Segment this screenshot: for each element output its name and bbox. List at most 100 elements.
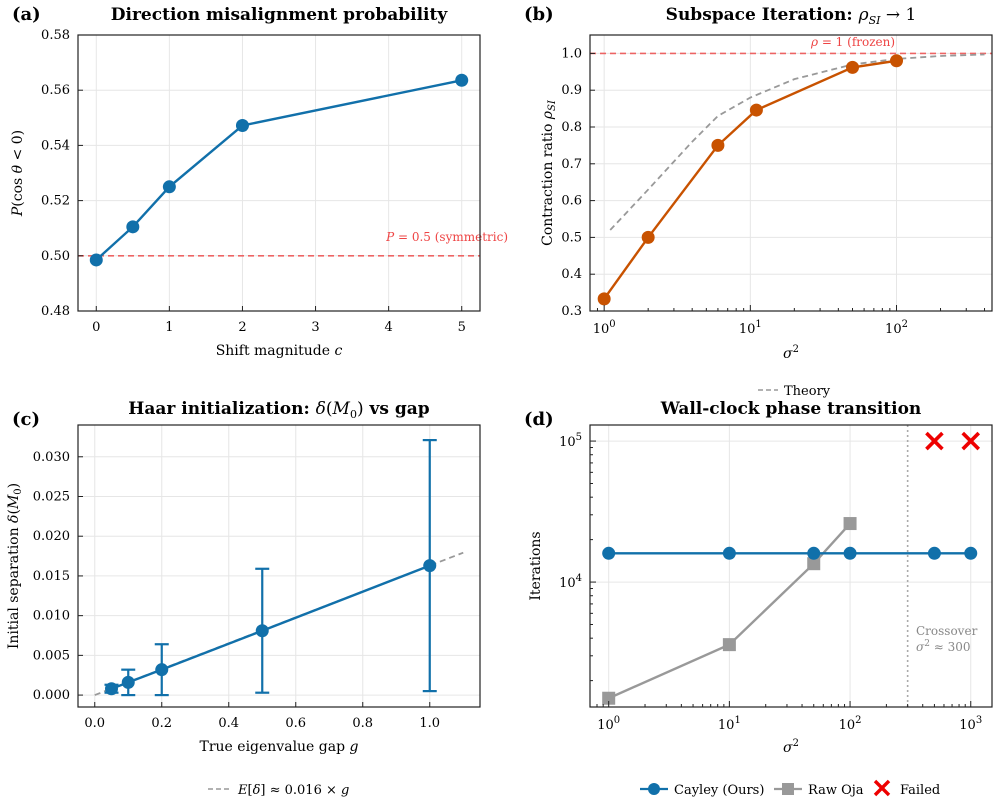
panel-a-ylabel: P(cos θ < 0)	[10, 130, 26, 217]
panel-b-reference-label: ρ = 1 (frozen)	[810, 35, 895, 49]
panel-c-xlabel: True eigenvalue gap g	[200, 739, 359, 755]
x-tick-label: 0.2	[151, 716, 172, 731]
panel-b: (b) Subspace Iteration: ρSI → 1 ρ = 1 (f…	[524, 4, 993, 399]
cayley-point	[807, 546, 821, 560]
panel-c-legend: E[δ] ≈ 0.016 × g	[208, 783, 349, 798]
panel-b-grid	[590, 35, 992, 312]
panel-c-series	[94, 438, 464, 697]
y-tick-label: 0.6	[561, 194, 582, 209]
panel-d-crossover-value: σ2 ≈ 300	[916, 639, 971, 654]
panel-a-series	[89, 73, 469, 267]
panel-d-xlabel: σ2	[783, 738, 799, 756]
panel-d-ticks: 100 101 102 103 104 105	[559, 432, 982, 733]
x-tick-label: 1	[165, 320, 173, 335]
data-point	[162, 180, 176, 194]
legend-theory-label: Theory	[784, 384, 831, 399]
y-tick-label: 0.56	[41, 83, 70, 98]
panel-a-ticks: 0 1 2 3 4 5 0.48 0.50 0.52 0.54 0.56 0.58	[41, 28, 466, 335]
oja-line	[608, 522, 851, 700]
data-point	[235, 119, 249, 133]
legend-failed-label: Failed	[900, 783, 940, 798]
y-tick-label: 0.010	[33, 609, 70, 624]
legend-fit-label: E[δ] ≈ 0.016 × g	[237, 783, 349, 798]
panel-d-series	[602, 431, 981, 705]
x-tick-label: 101	[718, 715, 741, 733]
y-tick-label: 0.030	[33, 450, 70, 465]
panel-c: (c) Haar initialization: δ(M0) vs gap 0.…	[6, 399, 481, 798]
panel-a-xlabel: Shift magnitude c	[216, 343, 343, 359]
y-tick-label: 0.9	[561, 83, 582, 98]
y-tick-label: 0.5	[561, 230, 582, 245]
panel-b-ticks: 100 101 102 0.3 0.4 0.5 0.6 0.7 0.8 0.9 1.0	[561, 46, 986, 337]
panel-b-label: (b)	[524, 4, 554, 25]
x-tick-label: 100	[597, 715, 620, 733]
x-tick-label: 102	[839, 715, 862, 733]
x-tick-label: 101	[739, 319, 762, 337]
oja-point	[843, 517, 857, 531]
x-tick-label: 0.4	[218, 716, 239, 731]
x-tick-label: 103	[959, 715, 982, 733]
data-point	[155, 663, 169, 677]
theory-line	[609, 53, 985, 231]
panel-c-grid	[78, 425, 480, 707]
data-point	[641, 230, 655, 244]
legend-oja-label: Raw Oja	[808, 783, 864, 798]
data-point	[423, 559, 437, 573]
x-tick-label: 100	[593, 319, 616, 337]
oja-point	[722, 638, 736, 652]
data-point	[846, 60, 860, 74]
data-point	[126, 220, 140, 234]
y-tick-label: 0.005	[33, 648, 70, 663]
panel-a-frame	[77, 34, 481, 312]
cayley-point	[964, 546, 978, 560]
x-tick-label: 5	[458, 320, 466, 335]
y-tick-label: 0.48	[41, 304, 70, 319]
y-tick-label: 105	[559, 432, 582, 450]
cayley-point	[602, 546, 616, 560]
x-tick-label: 0.0	[84, 716, 105, 731]
y-tick-label: 0.7	[561, 157, 582, 172]
x-tick-label: 0.8	[352, 716, 373, 731]
legend-oja-swatch-marker	[782, 783, 794, 795]
panel-a: (a) Direction misalignment probability P…	[10, 4, 508, 359]
y-tick-label: 0.4	[561, 267, 582, 282]
y-tick-label: 0.50	[41, 249, 70, 264]
panel-d: (d) Wall-clock phase transition Crossove…	[524, 399, 993, 798]
y-tick-label: 0.020	[33, 529, 70, 544]
data-point	[890, 54, 904, 68]
panel-d-title: Wall-clock phase transition	[660, 399, 922, 419]
panel-b-frame	[589, 34, 993, 312]
data-point	[105, 682, 118, 696]
data-point	[597, 292, 611, 306]
data-point	[89, 253, 103, 267]
panel-a-grid	[78, 34, 480, 312]
cayley-point	[843, 546, 857, 560]
data-point	[455, 73, 469, 87]
panel-c-frame	[77, 424, 481, 708]
panel-b-legend: Theory	[758, 384, 831, 399]
y-tick-label: 0.54	[41, 138, 70, 153]
legend-cayley-label: Cayley (Ours)	[674, 783, 764, 798]
y-tick-label: 0.000	[33, 688, 70, 703]
x-tick-label: 2	[238, 320, 246, 335]
data-point	[711, 138, 725, 152]
failed-marker	[961, 431, 981, 451]
x-tick-label: 4	[384, 320, 392, 335]
series-line	[603, 59, 897, 300]
legend-failed-swatch	[873, 779, 891, 797]
y-tick-label: 0.8	[561, 120, 582, 135]
y-tick-label: 0.015	[33, 569, 70, 584]
panel-b-series	[597, 53, 985, 306]
panel-b-xlabel: σ2	[783, 344, 799, 362]
panel-b-title: Subspace Iteration: ρSI → 1	[666, 5, 917, 27]
failed-marker	[925, 431, 944, 451]
y-tick-label: 0.025	[33, 489, 70, 504]
panel-d-legend: Cayley (Ours) Raw Oja Failed	[640, 779, 940, 798]
panel-d-crossover-label: Crossover	[916, 624, 978, 638]
legend-cayley-swatch-marker	[648, 783, 660, 795]
cayley-point	[722, 546, 736, 560]
panel-a-label: (a)	[12, 4, 41, 25]
x-tick-label: 3	[311, 320, 319, 335]
panel-d-grid	[590, 425, 992, 707]
